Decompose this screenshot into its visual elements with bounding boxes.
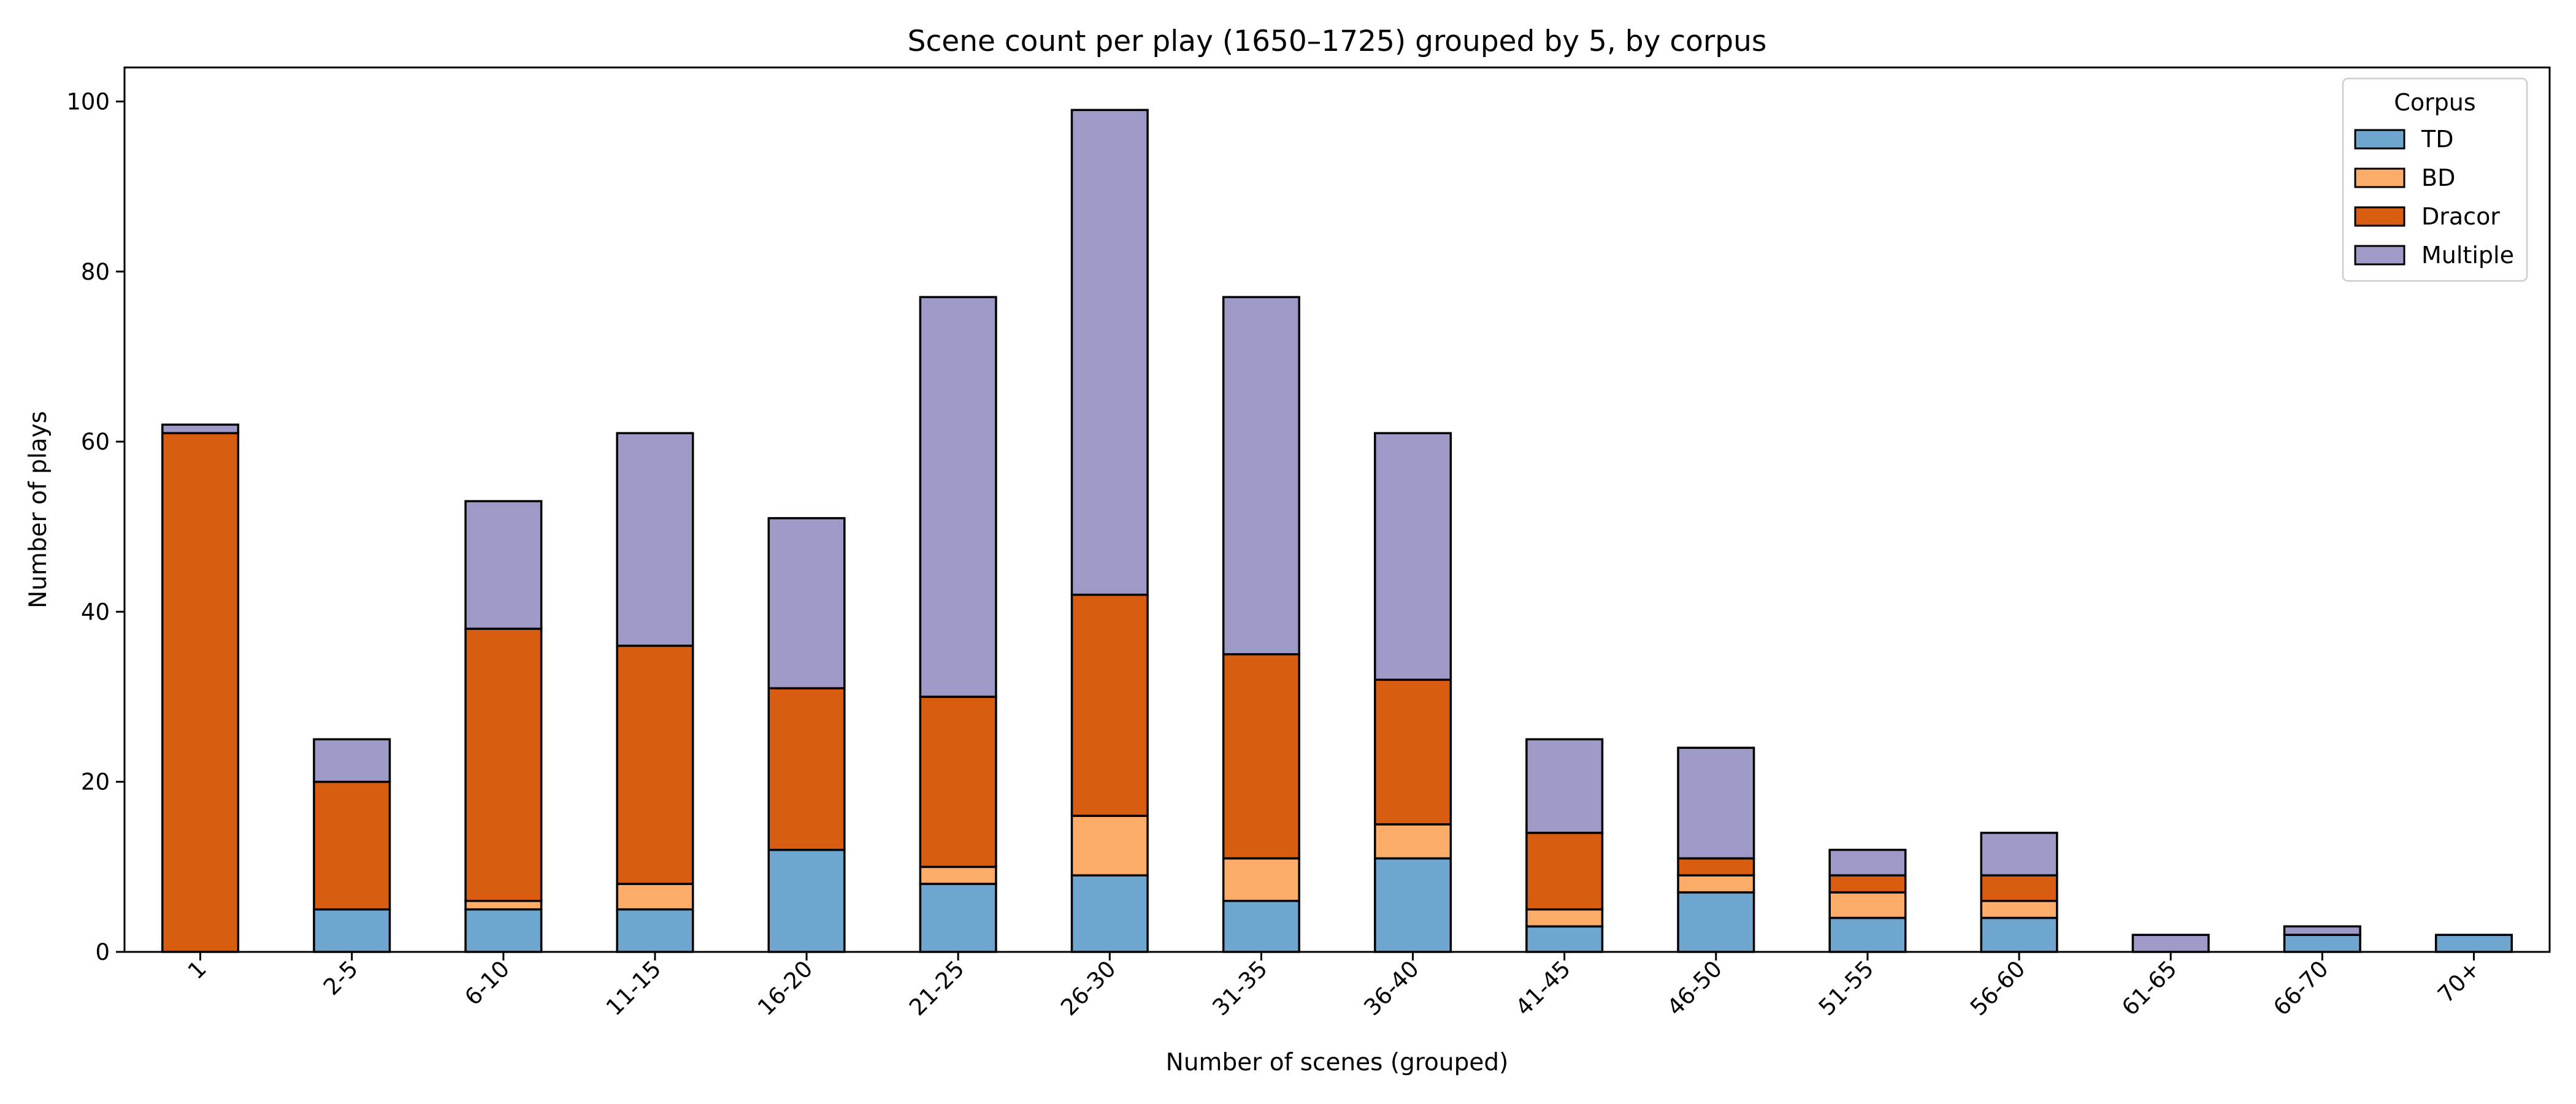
y-tick-label: 40 [81, 599, 110, 625]
legend-items: TD BD Dracor Multiple [2354, 126, 2514, 269]
plot-frame [123, 66, 2551, 953]
bar-segment-bd-21-25 [919, 865, 997, 885]
y-tick-label: 60 [81, 429, 110, 455]
legend-label-bd: BD [2421, 164, 2455, 191]
chart-title: Scene count per play (1650–1725) grouped… [908, 25, 1767, 58]
bar-segment-td-11-15 [616, 908, 694, 953]
legend-title: Corpus [2394, 89, 2475, 116]
x-axis-label: Number of scenes (grouped) [1166, 1049, 1509, 1076]
y-tick-label: 80 [81, 259, 110, 285]
x-tick-label: 66-70 [2268, 956, 2333, 1021]
bar-segment-bd-26-30 [1070, 815, 1149, 876]
bar-segment-multiple-1 [161, 423, 240, 434]
legend-swatch-bd [2354, 167, 2405, 188]
legend-label-dracor: Dracor [2421, 203, 2500, 230]
bar-segment-dracor-16-20 [767, 687, 846, 851]
bar-segment-multiple-2-5 [313, 738, 391, 783]
x-tick-label: 2-5 [318, 956, 363, 1000]
bar-segment-multiple-11-15 [616, 432, 694, 647]
bar-segment-multiple-51-55 [1828, 848, 1907, 876]
bar-segment-multiple-26-30 [1070, 109, 1149, 596]
x-tick-label: 70+ [2432, 956, 2485, 1008]
x-tick-label: 36-40 [1359, 956, 1424, 1021]
y-tick-label: 0 [95, 939, 110, 965]
bar-segment-td-16-20 [767, 848, 846, 953]
bar-segment-dracor-26-30 [1070, 593, 1149, 817]
x-tick-label: 56-60 [1965, 956, 2030, 1021]
y-tick-label: 20 [81, 769, 110, 795]
bar-segment-td-31-35 [1222, 900, 1300, 953]
bar-segment-multiple-36-40 [1374, 432, 1452, 681]
bar-segment-td-70+ [2434, 933, 2513, 953]
y-tick-label: 100 [66, 88, 110, 115]
bar-segment-td-41-45 [1525, 925, 1604, 953]
bar-segment-dracor-11-15 [616, 645, 694, 885]
bar-segment-bd-31-35 [1222, 857, 1300, 902]
bar-segment-td-6-10 [464, 908, 543, 953]
bar-segment-dracor-6-10 [464, 627, 543, 902]
legend-swatch-dracor [2354, 206, 2405, 227]
x-tick-label: 6-10 [459, 956, 515, 1011]
bar-segment-dracor-2-5 [313, 780, 391, 911]
bar-segment-multiple-56-60 [1980, 832, 2058, 876]
bar-segment-td-51-55 [1828, 916, 1907, 953]
x-tick-label: 46-50 [1662, 956, 1727, 1021]
bar-segment-dracor-36-40 [1374, 678, 1452, 826]
y-axis-label: Number of plays [25, 411, 52, 608]
legend: Corpus TD BD Dracor Multiple [2342, 77, 2528, 282]
bar-segment-td-36-40 [1374, 857, 1452, 953]
x-tick-label: 41-45 [1511, 956, 1576, 1021]
x-tick-label: 51-55 [1814, 956, 1879, 1021]
x-axis-ticks: 1 2-5 6-10 11-15 16-20 21-25 26-30 31-35 36-40 41… [183, 952, 2485, 1021]
bar-segment-bd-36-40 [1374, 823, 1452, 860]
bar-segment-bd-41-45 [1525, 908, 1604, 928]
x-tick-label: 21-25 [904, 956, 969, 1021]
bar-segment-bd-51-55 [1828, 891, 1907, 919]
x-tick-label: 26-30 [1056, 956, 1121, 1021]
bar-segment-dracor-56-60 [1980, 874, 2058, 902]
x-tick-label: 1 [183, 956, 212, 984]
bar-segment-dracor-46-50 [1677, 857, 1755, 876]
bar-segment-multiple-61-65 [2131, 933, 2210, 953]
bar-segment-multiple-16-20 [767, 517, 846, 689]
bar-segment-dracor-1 [161, 432, 240, 953]
legend-label-td: TD [2421, 126, 2453, 153]
bar-segment-td-2-5 [313, 908, 391, 953]
bar-segment-bd-6-10 [464, 900, 543, 911]
bar-segment-multiple-66-70 [2283, 925, 2361, 937]
x-tick-label: 11-15 [601, 956, 666, 1021]
bar-segment-td-66-70 [2283, 933, 2361, 953]
bar-segment-multiple-41-45 [1525, 738, 1604, 834]
bar-segment-dracor-31-35 [1222, 653, 1300, 860]
legend-swatch-multiple [2354, 245, 2405, 266]
bar-segment-dracor-51-55 [1828, 874, 1907, 894]
bar-segment-td-46-50 [1677, 891, 1755, 953]
bar-segment-bd-46-50 [1677, 874, 1755, 894]
x-tick-label: 31-35 [1207, 956, 1272, 1021]
bar-segment-multiple-46-50 [1677, 746, 1755, 860]
bar-segment-bd-11-15 [616, 883, 694, 911]
bar-segment-multiple-21-25 [919, 296, 997, 698]
bar-segment-bd-56-60 [1980, 900, 2058, 919]
bar-segment-multiple-6-10 [464, 500, 543, 630]
bar-segment-dracor-41-45 [1525, 832, 1604, 911]
y-axis-ticks: 0 20 40 60 80 100 [66, 88, 125, 965]
bar-segment-td-26-30 [1070, 874, 1149, 953]
bar-segment-td-56-60 [1980, 916, 2058, 953]
bar-segment-multiple-31-35 [1222, 296, 1300, 656]
bar-group [161, 109, 2513, 953]
x-tick-label: 16-20 [753, 956, 818, 1021]
bar-segment-td-21-25 [919, 883, 997, 953]
bar-segment-dracor-21-25 [919, 696, 997, 868]
legend-swatch-td [2354, 129, 2405, 150]
x-tick-label: 61-65 [2117, 956, 2182, 1021]
legend-label-multiple: Multiple [2421, 242, 2514, 269]
